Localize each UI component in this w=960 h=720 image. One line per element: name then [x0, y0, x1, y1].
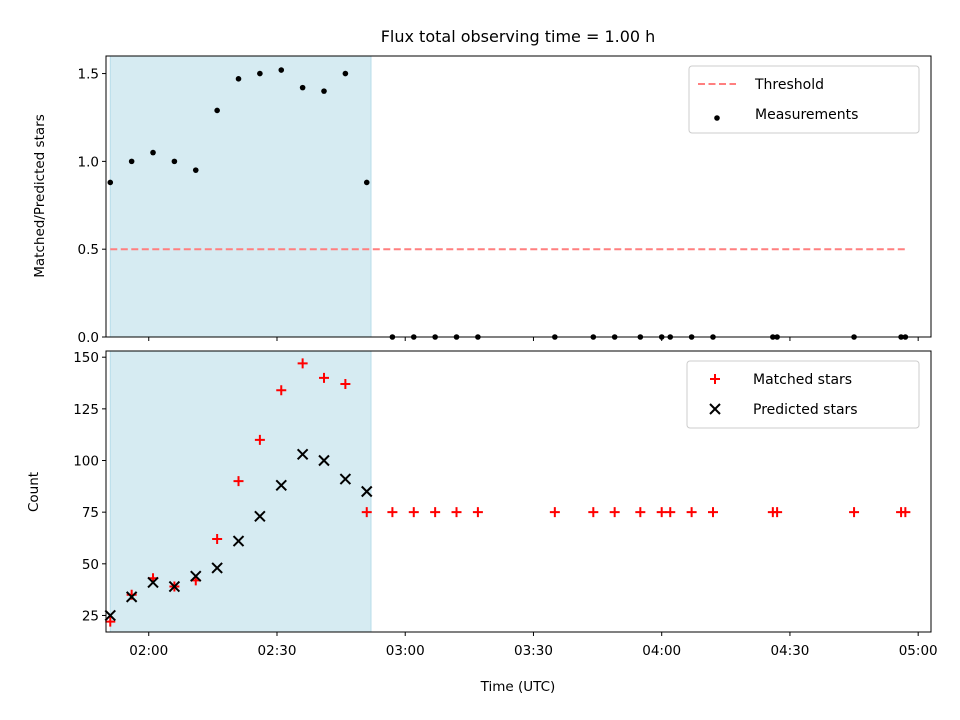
predicted-star-marker — [211, 562, 223, 574]
legend: Matched stars Predicted stars — [686, 360, 920, 429]
matched-star-marker — [319, 372, 330, 383]
predicted-star-marker — [254, 510, 266, 523]
measurement-point — [150, 149, 156, 156]
y-tick-label: 50 — [82, 557, 99, 573]
predicted-star-marker — [275, 479, 287, 492]
y-tick-label: 150 — [73, 350, 99, 366]
matched-star-marker — [451, 507, 462, 518]
legend: Threshold Measurements — [688, 65, 920, 134]
predicted-star-marker — [339, 473, 352, 485]
bottom-xlabel: Time (UTC) — [480, 679, 556, 695]
top-ylabel: Matched/Predicted stars — [32, 114, 48, 277]
legend-label: Predicted stars — [753, 402, 858, 418]
measurement-point — [192, 167, 199, 173]
measurement-point — [128, 158, 135, 165]
predicted-star-marker — [318, 454, 330, 467]
y-tick-label: 1.0 — [78, 154, 99, 170]
x-tick-label: 02:30 — [258, 643, 297, 659]
y-tick-label: 0.5 — [78, 242, 99, 258]
legend-label: Measurements — [755, 107, 858, 123]
legend-box — [688, 65, 920, 134]
measurement-point — [321, 88, 327, 94]
matched-star-marker — [233, 476, 244, 487]
bottom-ylabel: Count — [26, 472, 42, 512]
matched-star-marker — [297, 358, 308, 369]
matched-star-marker — [387, 507, 398, 518]
matched-star-marker — [665, 507, 676, 518]
matched-star-marker — [212, 534, 223, 545]
measurement-point — [107, 179, 114, 186]
legend-box — [686, 360, 920, 429]
predicted-star-marker — [361, 485, 373, 498]
legend-predicted-handle — [709, 403, 721, 415]
matched-star-marker — [772, 507, 783, 518]
predicted-star-marker — [147, 576, 159, 589]
matched-star-marker — [849, 507, 860, 518]
matched-star-marker — [105, 616, 116, 627]
legend-label: Matched stars — [753, 372, 852, 388]
matched-star-marker — [549, 507, 560, 518]
y-tick-label: 125 — [73, 402, 99, 418]
matched-star-marker — [430, 507, 441, 518]
measurement-point — [214, 107, 220, 114]
matched-star-marker — [609, 507, 620, 518]
shaded-interval — [109, 350, 372, 633]
measurement-point — [171, 158, 178, 165]
matched-star-marker — [656, 507, 667, 518]
predicted-star-marker — [232, 535, 245, 547]
matched-star-marker — [635, 507, 646, 518]
measurement-point — [363, 179, 370, 186]
bottom-panel: 25 50 75 100 125 150 02:00 02:30 03:00 03:30 04:00… — [73, 350, 937, 659]
shaded-interval — [109, 55, 372, 338]
matched-star-marker — [408, 507, 419, 518]
legend-measurement-handle — [714, 115, 720, 121]
x-tick-label: 04:00 — [642, 643, 681, 659]
predicted-star-marker — [168, 580, 181, 593]
y-tick-label: 0.0 — [78, 330, 99, 346]
predicted-star-marker — [296, 448, 309, 461]
predicted-star-marker — [125, 591, 138, 603]
matched-star-marker — [588, 507, 599, 518]
x-tick-label: 05:00 — [899, 643, 938, 659]
y-tick-label: 1.5 — [78, 67, 99, 83]
matched-star-marker — [900, 507, 911, 518]
legend-matched-handle — [710, 374, 720, 384]
predicted-star-marker — [104, 609, 116, 622]
axes-frame — [105, 350, 932, 633]
x-tick-label: 02:00 — [129, 643, 168, 659]
matched-star-marker — [340, 379, 351, 390]
matched-star-marker — [707, 507, 718, 518]
x-tick-label: 03:30 — [514, 643, 553, 659]
measurement-point — [235, 76, 242, 82]
y-tick-label: 75 — [82, 505, 99, 521]
legend-label: Threshold — [754, 77, 824, 93]
y-tick-label: 100 — [73, 454, 99, 470]
top-panel: 0.0 0.5 1.0 1.5 Threshold Measurements — [78, 55, 932, 346]
x-tick-label: 04:30 — [770, 643, 809, 659]
measurement-point — [342, 70, 349, 77]
axes-frame — [105, 55, 932, 338]
measurement-point — [299, 84, 306, 91]
measurement-point — [278, 67, 285, 73]
matched-star-marker — [276, 385, 287, 396]
matched-star-marker — [686, 507, 697, 518]
matched-star-marker — [361, 507, 372, 518]
measurement-point — [257, 70, 263, 77]
y-tick-label: 25 — [82, 608, 99, 624]
matched-star-marker — [472, 507, 483, 518]
chart-title: Flux total observing time = 1.00 h — [381, 27, 656, 46]
matched-star-marker — [254, 434, 265, 445]
x-tick-label: 03:00 — [386, 643, 425, 659]
predicted-star-marker — [190, 570, 202, 582]
